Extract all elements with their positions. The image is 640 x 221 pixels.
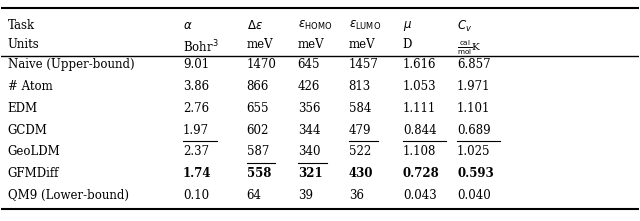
Text: 3.86: 3.86 [183, 80, 209, 93]
Text: 479: 479 [349, 124, 371, 137]
Text: D: D [403, 38, 412, 51]
Text: 9.01: 9.01 [183, 58, 209, 71]
Text: 1.616: 1.616 [403, 58, 436, 71]
Text: 1457: 1457 [349, 58, 378, 71]
Text: 64: 64 [246, 189, 262, 202]
Text: Units: Units [8, 38, 40, 51]
Text: 1.053: 1.053 [403, 80, 436, 93]
Text: Naive (Upper-bound): Naive (Upper-bound) [8, 58, 134, 71]
Text: $\varepsilon_{\mathrm{HOMO}}$: $\varepsilon_{\mathrm{HOMO}}$ [298, 19, 332, 32]
Text: 1.97: 1.97 [183, 124, 209, 137]
Text: 1.971: 1.971 [457, 80, 490, 93]
Text: 1.101: 1.101 [457, 102, 490, 115]
Text: 0.728: 0.728 [403, 167, 440, 180]
Text: 522: 522 [349, 145, 371, 158]
Text: $\alpha$: $\alpha$ [183, 19, 193, 32]
Text: meV: meV [349, 38, 375, 51]
Text: # Atom: # Atom [8, 80, 52, 93]
Text: $\varepsilon_{\mathrm{LUMO}}$: $\varepsilon_{\mathrm{LUMO}}$ [349, 19, 381, 32]
Text: Task: Task [8, 19, 35, 32]
Text: 2.76: 2.76 [183, 102, 209, 115]
Text: 0.689: 0.689 [457, 124, 491, 137]
Text: 0.043: 0.043 [403, 189, 436, 202]
Text: 0.10: 0.10 [183, 189, 209, 202]
Text: $\Delta\varepsilon$: $\Delta\varepsilon$ [246, 19, 262, 32]
Text: Bohr$^3$: Bohr$^3$ [183, 38, 218, 55]
Text: 602: 602 [246, 124, 269, 137]
Text: GCDM: GCDM [8, 124, 47, 137]
Text: 39: 39 [298, 189, 313, 202]
Text: 36: 36 [349, 189, 364, 202]
Text: 2.37: 2.37 [183, 145, 209, 158]
Text: 426: 426 [298, 80, 320, 93]
Text: 813: 813 [349, 80, 371, 93]
Text: QM9 (Lower-bound): QM9 (Lower-bound) [8, 189, 129, 202]
Text: 558: 558 [246, 167, 271, 180]
Text: 1.111: 1.111 [403, 102, 436, 115]
Text: 0.593: 0.593 [457, 167, 493, 180]
Text: GFMDiff: GFMDiff [8, 167, 59, 180]
Text: 0.040: 0.040 [457, 189, 491, 202]
Text: $\mu$: $\mu$ [403, 19, 412, 33]
Text: 430: 430 [349, 167, 373, 180]
Text: 344: 344 [298, 124, 320, 137]
Text: 655: 655 [246, 102, 269, 115]
Text: 1.108: 1.108 [403, 145, 436, 158]
Text: $\frac{\mathrm{cal}}{\mathrm{mol}}$K: $\frac{\mathrm{cal}}{\mathrm{mol}}$K [457, 38, 482, 57]
Text: 1.74: 1.74 [183, 167, 211, 180]
Text: 645: 645 [298, 58, 320, 71]
Text: GeoLDM: GeoLDM [8, 145, 61, 158]
Text: 321: 321 [298, 167, 323, 180]
Text: EDM: EDM [8, 102, 38, 115]
Text: 6.857: 6.857 [457, 58, 491, 71]
Text: 866: 866 [246, 80, 269, 93]
Text: 584: 584 [349, 102, 371, 115]
Text: 1470: 1470 [246, 58, 276, 71]
Text: $C_v$: $C_v$ [457, 19, 472, 34]
Text: 587: 587 [246, 145, 269, 158]
Text: meV: meV [298, 38, 324, 51]
Text: meV: meV [246, 38, 273, 51]
Text: 0.844: 0.844 [403, 124, 436, 137]
Text: 1.025: 1.025 [457, 145, 490, 158]
Text: 340: 340 [298, 145, 320, 158]
Text: 356: 356 [298, 102, 320, 115]
